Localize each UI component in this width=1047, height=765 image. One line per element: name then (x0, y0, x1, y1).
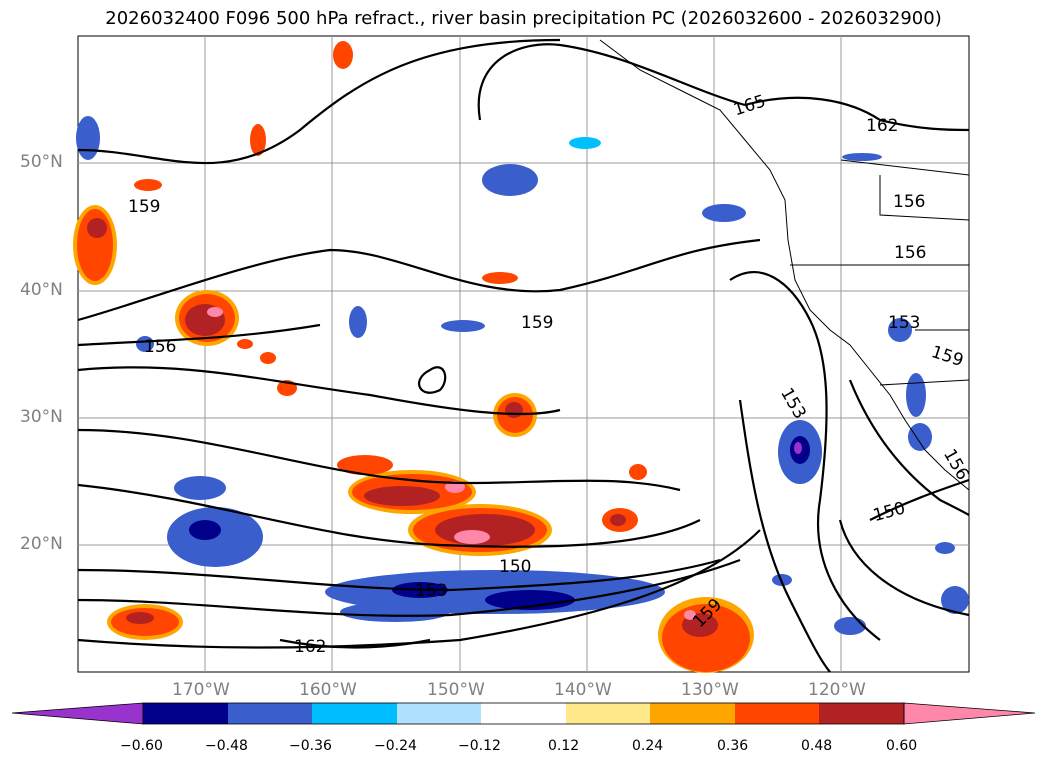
colorbar-tick: −0.12 (458, 738, 501, 754)
colorbar-tick: 0.24 (632, 738, 664, 754)
precip-positive (73, 41, 754, 673)
contour-label: 153 (888, 313, 920, 333)
lat-label: 30°N (20, 407, 63, 427)
precip-negative (76, 116, 969, 635)
colorbar-tick: 0.12 (548, 738, 580, 754)
contour-label: 159 (521, 313, 553, 333)
contour-label: 156 (144, 337, 176, 357)
colorbar-tick: −0.60 (120, 738, 163, 754)
lat-label: 50°N (20, 152, 63, 172)
lat-label: 20°N (20, 534, 63, 554)
colorbar-tick: 0.48 (801, 738, 833, 754)
lat-label: 40°N (20, 280, 63, 300)
lon-label: 170°W (172, 680, 230, 700)
contour-label: 162 (294, 637, 326, 657)
colorbar-tick: 0.36 (717, 738, 749, 754)
colorbar-tick: 0.60 (886, 738, 918, 754)
lon-label: 130°W (681, 680, 739, 700)
contours (77, 38, 970, 673)
coastlines (599, 39, 970, 491)
map-title: 2026032400 F096 500 hPa refract., river … (105, 8, 942, 29)
lon-label: 120°W (808, 680, 866, 700)
contour-label: 156 (894, 243, 926, 263)
contour-label: 159 (128, 197, 160, 217)
lon-label: 150°W (427, 680, 485, 700)
contour-label: 162 (866, 116, 898, 136)
contour-label: 156 (893, 192, 925, 212)
contour-label: 150 (499, 557, 531, 577)
colorbar-tick: −0.36 (289, 738, 332, 754)
colorbar-tick: −0.24 (374, 738, 417, 754)
lon-label: 140°W (554, 680, 612, 700)
colorbar (11, 702, 1036, 725)
colorbar-tick: −0.48 (205, 738, 248, 754)
lon-label: 160°W (299, 680, 357, 700)
contour-label: 153 (415, 581, 447, 601)
